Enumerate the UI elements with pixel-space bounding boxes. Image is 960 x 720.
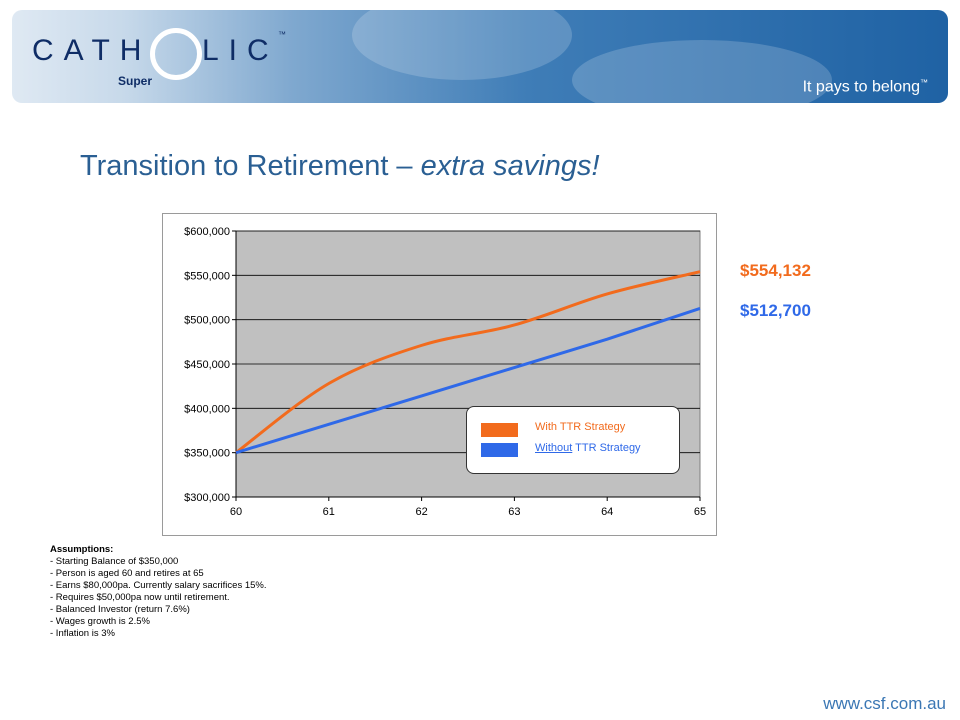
x-tick-label: 60 — [230, 506, 242, 518]
page-title-emphasis: extra savings! — [420, 150, 600, 182]
logo-trademark: ™ — [278, 30, 286, 39]
y-tick-label: $300,000 — [184, 492, 230, 504]
assumption-item: - Wages growth is 2.5% — [50, 616, 150, 627]
legend-label-without-ttr: Without TTR Strategy — [535, 442, 641, 454]
y-tick-label: $600,000 — [184, 226, 230, 238]
line-chart: $600,000 $550,000 $500,000 $450,000 $400,000… — [184, 226, 706, 518]
x-tick-label: 62 — [415, 506, 427, 518]
x-tick-label: 63 — [508, 506, 520, 518]
header-banner: CATH LIC ™ Super It pays to belong™ — [12, 10, 948, 103]
assumptions-heading: Assumptions: — [50, 544, 114, 555]
chart-legend: With TTR Strategy Without TTR Strategy — [466, 406, 680, 474]
footer-url[interactable]: www.csf.com.au — [823, 694, 946, 713]
assumptions-block: Assumptions: - Starting Balance of $350,… — [50, 544, 267, 640]
legend-swatch-with-ttr — [481, 423, 518, 437]
legend-label-without-rest: TTR Strategy — [572, 442, 641, 454]
page-title-main: Transition to Retirement – — [80, 150, 421, 182]
assumption-item: - Person is aged 60 and retires at 65 — [50, 568, 204, 579]
assumption-item: - Balanced Investor (return 7.6%) — [50, 604, 190, 615]
tagline-text: It pays to belong — [802, 78, 920, 96]
page-title: Transition to Retirement – extra savings… — [80, 150, 600, 183]
callout-with-ttr: $554,132 — [740, 261, 811, 280]
logo-text-right: LIC — [202, 34, 279, 67]
x-tick-label: 61 — [323, 506, 335, 518]
banner-cloud — [572, 40, 832, 103]
logo-super: Super — [118, 74, 153, 88]
tagline-trademark: ™ — [920, 78, 928, 87]
legend-label-with-ttr: With TTR Strategy — [535, 421, 626, 433]
assumption-item: - Starting Balance of $350,000 — [50, 556, 179, 567]
assumption-item: - Earns $80,000pa. Currently salary sacr… — [50, 580, 267, 591]
tagline: It pays to belong™ — [803, 78, 928, 96]
legend-swatch-without-ttr — [481, 443, 518, 457]
series-line-without-ttr — [235, 306, 701, 455]
legend-label-without-word: Without — [535, 442, 573, 454]
callout-without-ttr: $512,700 — [740, 301, 811, 320]
y-tick-label: $350,000 — [184, 448, 230, 460]
series-line-with-ttr — [235, 270, 701, 454]
y-tick-label: $450,000 — [184, 359, 230, 371]
y-tick-label: $400,000 — [184, 403, 230, 415]
y-tick-label: $550,000 — [184, 270, 230, 282]
banner-cloud — [352, 10, 572, 80]
logo-text-left: CATH — [32, 34, 152, 67]
chart-frame: $600,000 $550,000 $500,000 $450,000 $400,000… — [162, 213, 717, 536]
logo-ring — [150, 28, 202, 80]
x-tick-label: 65 — [694, 506, 706, 518]
x-tick-label: 64 — [601, 506, 613, 518]
assumption-item: - Requires $50,000pa now until retiremen… — [50, 592, 230, 603]
y-tick-label: $500,000 — [184, 315, 230, 327]
assumption-item: - Inflation is 3% — [50, 628, 115, 639]
